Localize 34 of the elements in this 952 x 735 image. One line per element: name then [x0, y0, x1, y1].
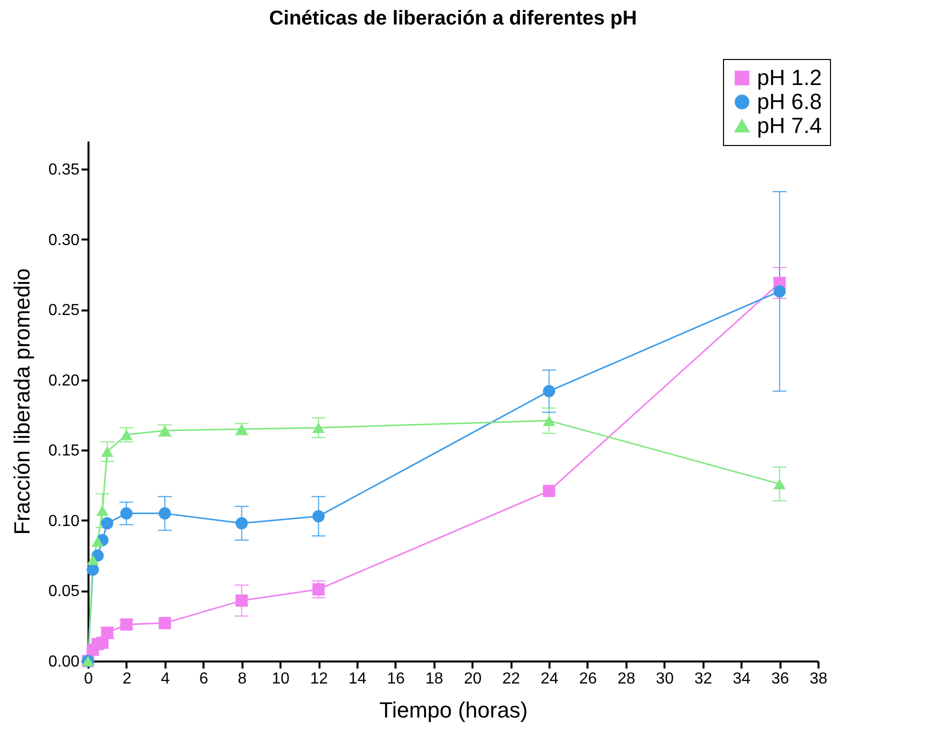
legend-label: pH 6.8 [757, 89, 822, 114]
legend-label: pH 1.2 [757, 65, 822, 90]
x-tick-label: 30 [656, 670, 674, 688]
x-tick-label: 2 [122, 670, 132, 688]
x-tick-label: 36 [771, 670, 790, 688]
y-axis-title: Fracción liberada promedio [9, 268, 34, 535]
chart-title: Cinéticas de liberación a diferentes pH [269, 8, 637, 30]
x-tick-label: 34 [732, 670, 751, 688]
x-tick-label: 18 [425, 670, 444, 688]
x-tick-label: 32 [694, 670, 712, 688]
x-tick-label: 16 [386, 670, 405, 688]
x-tick-label: 12 [310, 670, 328, 688]
y-tick-label: 0.10 [48, 512, 80, 530]
y-tick-label: 0.05 [48, 583, 80, 600]
y-tick-label: 0.30 [48, 232, 80, 249]
y-tick-label: 0.20 [48, 372, 80, 390]
x-tick-label: 0 [84, 670, 94, 688]
x-tick-label: 10 [272, 670, 290, 688]
x-tick-label: 22 [502, 670, 520, 688]
x-tick-label: 4 [160, 670, 170, 688]
x-tick-label: 14 [348, 670, 366, 688]
x-tick-label: 20 [464, 670, 482, 688]
y-tick-label: 0.00 [48, 654, 80, 670]
y-tick-label: 0.15 [48, 442, 80, 460]
x-tick-label: 24 [540, 670, 559, 688]
x-tick-label: 8 [238, 670, 247, 688]
x-tick-label: 26 [579, 670, 597, 688]
legend-label: pH 7.4 [757, 113, 822, 138]
x-axis-title: Tiempo (horas) [379, 698, 528, 722]
x-tick-label: 38 [810, 670, 828, 688]
y-tick-label: 0.25 [48, 302, 80, 320]
y-tick-label: 0.35 [48, 162, 80, 179]
x-tick-label: 6 [199, 670, 208, 688]
x-tick-label: 28 [617, 670, 636, 688]
